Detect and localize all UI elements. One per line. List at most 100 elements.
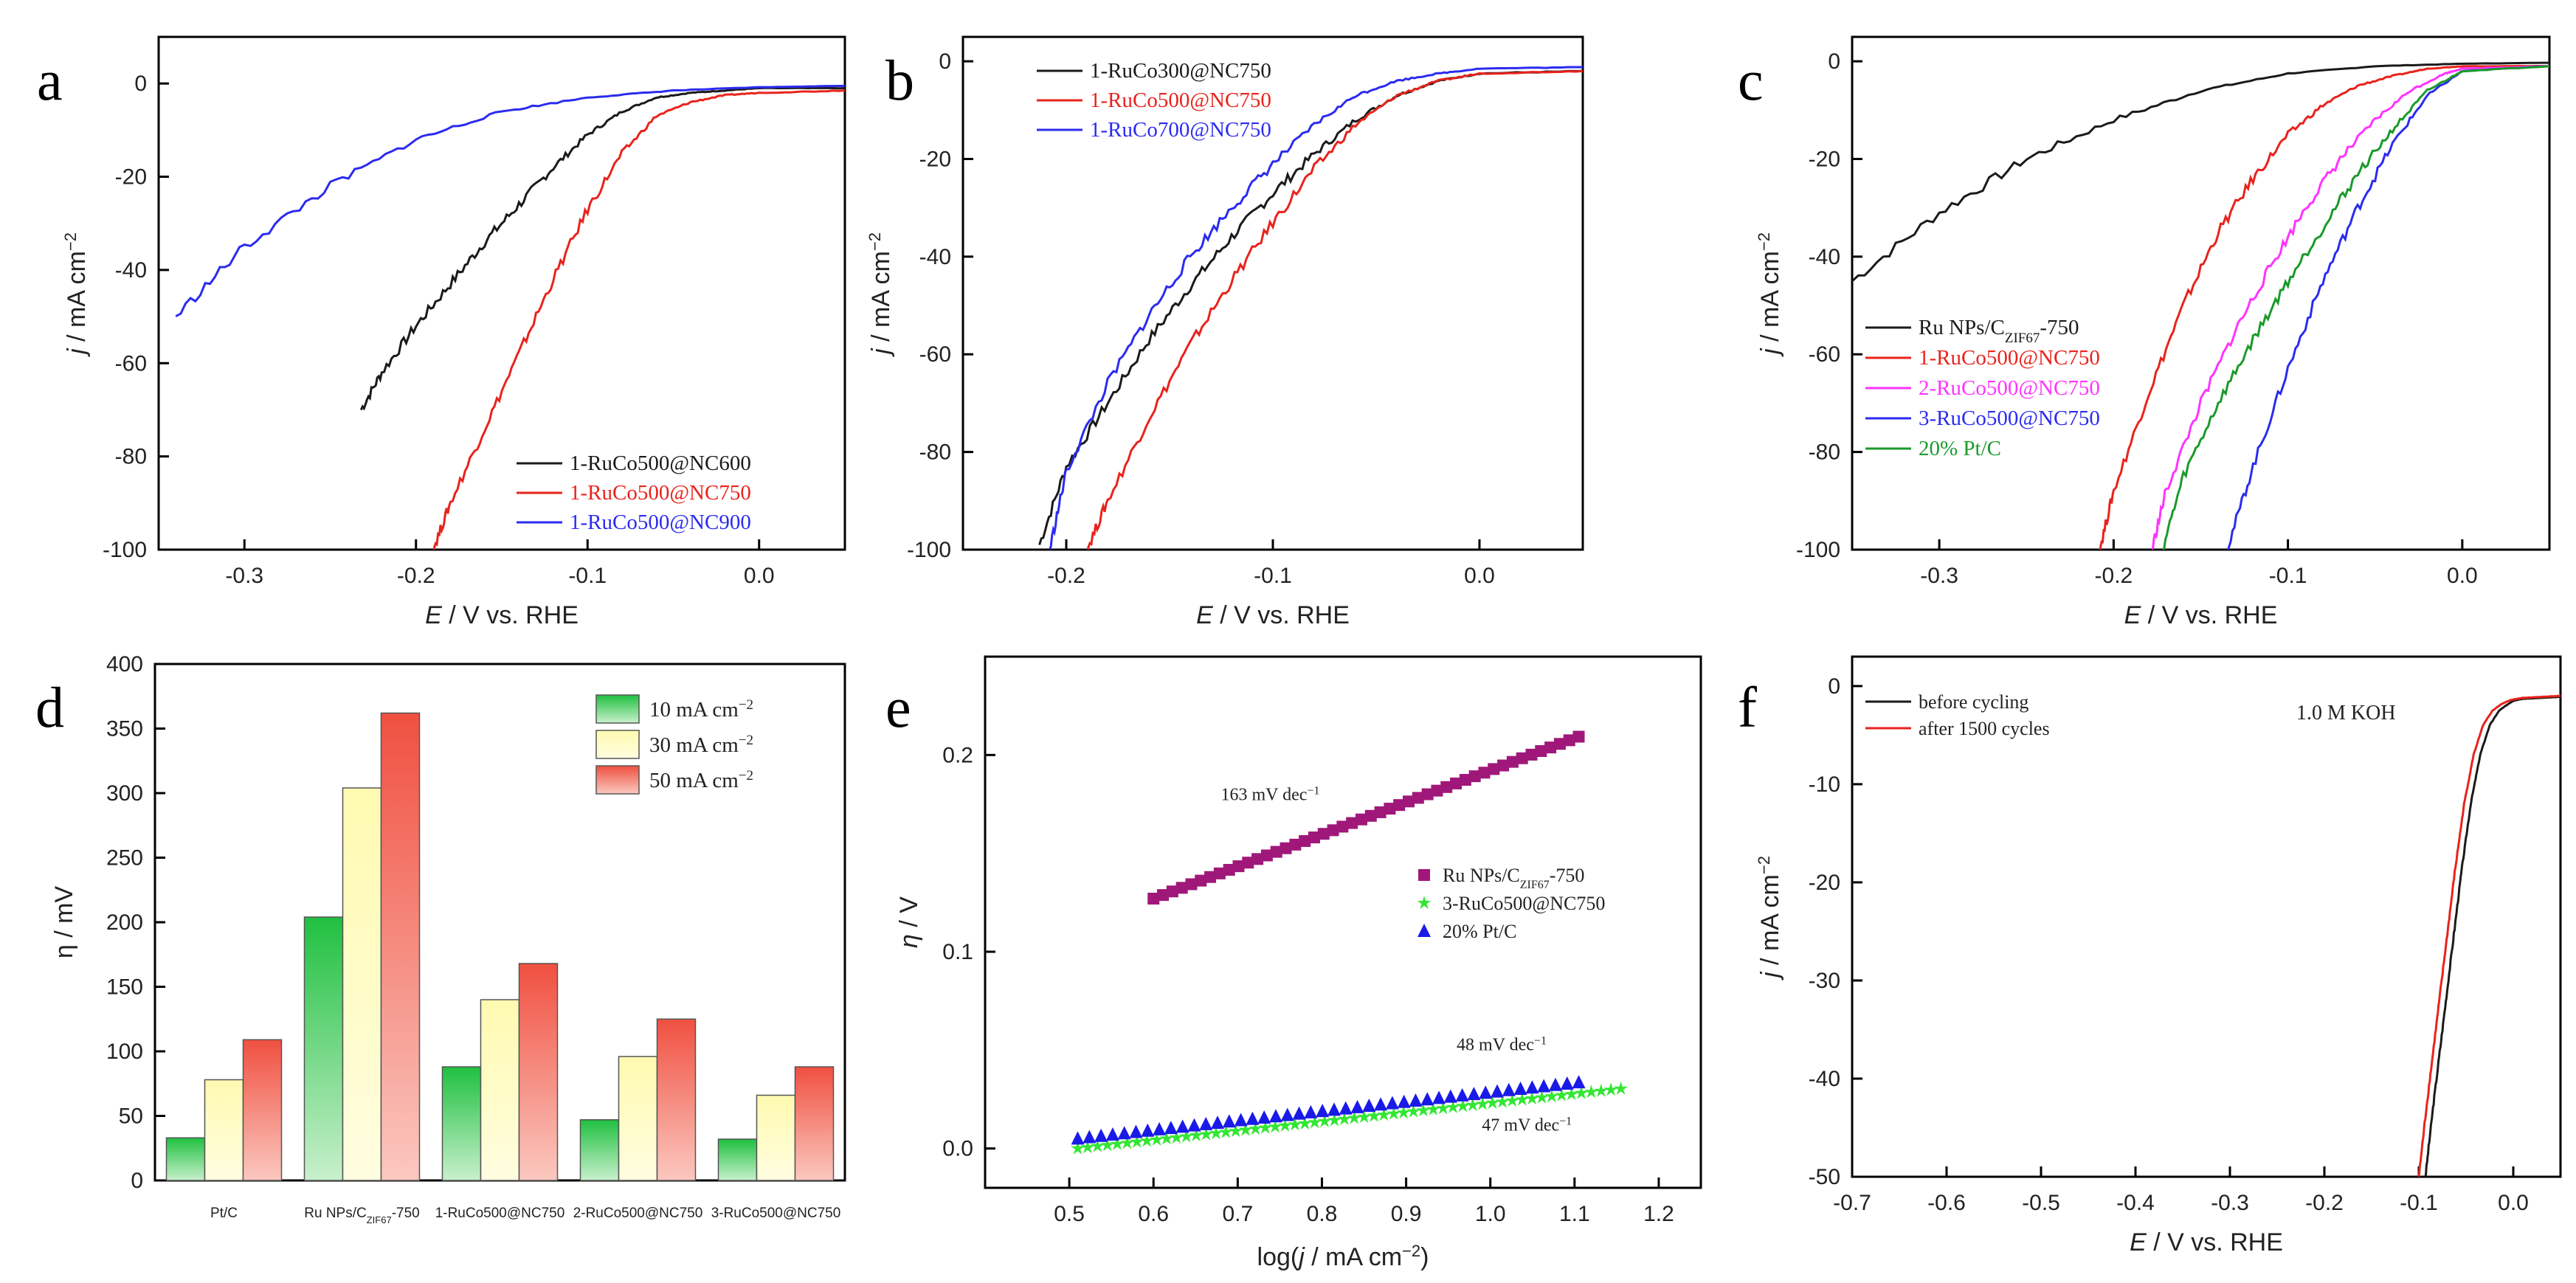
data-point bbox=[1440, 781, 1453, 793]
data-point bbox=[1223, 863, 1235, 876]
data-point bbox=[1614, 1081, 1629, 1095]
panel-e: 0.0 0.1 0.2 0.5 0.6 0.7 0.8 0.9 1.0 1.1 1.2 163 mV … bbox=[885, 655, 1702, 1271]
bar bbox=[717, 1138, 758, 1181]
y-tick-label: -80 bbox=[115, 445, 147, 469]
y-axis-label: η / mV bbox=[50, 886, 78, 959]
legend-entry: 2-RuCo500@NC750 bbox=[1919, 376, 2100, 400]
y-tick-label: 0 bbox=[1828, 49, 1840, 74]
data-point bbox=[1213, 867, 1226, 879]
data-point bbox=[1485, 1095, 1500, 1109]
y-tick-label: -60 bbox=[115, 351, 147, 376]
category-label: 1-RuCo500@NC750 bbox=[435, 1206, 565, 1221]
data-point bbox=[1417, 896, 1432, 910]
bar bbox=[204, 1079, 244, 1181]
y-tick-label: 0 bbox=[134, 72, 147, 96]
legend-swatch bbox=[595, 730, 640, 759]
data-point bbox=[1117, 1126, 1131, 1140]
plot-frame bbox=[961, 35, 1584, 551]
data-point bbox=[1105, 1127, 1119, 1141]
x-axis-label: E / V vs. RHE bbox=[425, 601, 579, 629]
x-tick-label: -0.1 bbox=[2269, 564, 2307, 588]
x-tick-label: -0.2 bbox=[1047, 564, 1085, 588]
data-point bbox=[1071, 1141, 1085, 1155]
y-tick-label: 400 bbox=[106, 652, 143, 677]
data-point bbox=[1564, 1087, 1579, 1101]
data-point bbox=[1603, 1082, 1618, 1096]
data-point bbox=[1432, 1090, 1446, 1104]
panel-f: 0 -10 -20 -30 -40 -50-0.7 -0.6 -0.5 -0.4 -0.3 -0.2… bbox=[1738, 655, 2562, 1256]
data-point bbox=[1497, 759, 1510, 772]
data-point bbox=[1409, 1093, 1423, 1107]
data-point bbox=[1327, 1113, 1341, 1127]
data-point bbox=[1327, 824, 1339, 837]
series-group bbox=[175, 84, 845, 550]
y-tick-label: -10 bbox=[1809, 772, 1840, 797]
x-axis-label: E / V vs. RHE bbox=[1196, 601, 1350, 629]
y-tick-label: 250 bbox=[106, 846, 143, 871]
data-point bbox=[1289, 838, 1302, 851]
data-point bbox=[1246, 1111, 1260, 1125]
data-point bbox=[1384, 803, 1396, 815]
data-point bbox=[1317, 828, 1330, 840]
y-tick-label: -20 bbox=[1809, 147, 1840, 171]
data-point bbox=[1199, 1116, 1213, 1130]
y-tick-label: -60 bbox=[1809, 342, 1840, 367]
data-point bbox=[1406, 1104, 1421, 1118]
y-tick-label: -20 bbox=[115, 165, 147, 190]
data-point bbox=[1280, 1107, 1294, 1121]
data-point bbox=[1185, 878, 1198, 891]
data-point bbox=[1525, 1080, 1539, 1094]
legend-entry: 20% Pt/C bbox=[1919, 437, 2001, 460]
series-group bbox=[2417, 694, 2561, 1177]
y-tick-label: -100 bbox=[103, 538, 147, 562]
bar bbox=[794, 1066, 835, 1181]
x-tick-label: -0.2 bbox=[2305, 1191, 2344, 1215]
series-line bbox=[2151, 65, 2549, 550]
data-point bbox=[1396, 1105, 1411, 1119]
data-point bbox=[1364, 809, 1377, 822]
data-point bbox=[1355, 813, 1367, 826]
data-point bbox=[1242, 857, 1254, 869]
data-point bbox=[1110, 1136, 1125, 1150]
x-tick-label: 0.0 bbox=[744, 564, 775, 588]
legend-entry: after 1500 cycles bbox=[1919, 718, 2050, 739]
data-point bbox=[1141, 1123, 1155, 1137]
y-tick-label: -40 bbox=[1809, 245, 1840, 269]
y-axis-label: η / V bbox=[895, 896, 923, 948]
data-point bbox=[1150, 1132, 1164, 1146]
panel-label: d bbox=[35, 675, 64, 739]
data-point bbox=[1479, 1085, 1493, 1099]
y-tick-label: 0 bbox=[939, 49, 951, 74]
data-point bbox=[1211, 1116, 1225, 1130]
x-tick-label: 1.0 bbox=[1475, 1202, 1506, 1226]
data-point bbox=[1209, 1126, 1223, 1140]
bar bbox=[579, 1119, 620, 1181]
data-point bbox=[1232, 860, 1245, 873]
y-tick-label: -30 bbox=[1809, 969, 1840, 993]
data-point bbox=[1374, 806, 1387, 818]
data-point bbox=[1506, 755, 1519, 768]
x-tick-label: -0.4 bbox=[2116, 1191, 2155, 1215]
data-point bbox=[1270, 845, 1282, 858]
data-point bbox=[1164, 1121, 1178, 1135]
data-point bbox=[1222, 1114, 1236, 1128]
legend-entry: Ru NPs/CZIF67-750 bbox=[1443, 865, 1584, 891]
y-tick-label: 300 bbox=[106, 781, 143, 806]
x-tick-label: -0.2 bbox=[397, 564, 435, 588]
panel-a: 0 -20 -40 -60 -80 -100 -0.3 -0.2 -0.1 0.0 j / mA c… bbox=[37, 35, 846, 629]
data-point bbox=[1572, 1075, 1586, 1089]
panel-label: f bbox=[1738, 675, 1757, 739]
y-tick-label: -50 bbox=[1809, 1165, 1840, 1189]
data-point bbox=[1554, 1087, 1569, 1102]
series-line bbox=[2424, 696, 2561, 1177]
series-line bbox=[2099, 64, 2549, 550]
legend-entry: 1-RuCo700@NC750 bbox=[1090, 118, 1271, 142]
series-line bbox=[359, 86, 845, 411]
plot-frame bbox=[984, 655, 1702, 1189]
plot-frame bbox=[1851, 655, 2562, 1178]
x-tick-label: -0.3 bbox=[2211, 1191, 2249, 1215]
series-line bbox=[175, 84, 845, 318]
y-tick-label: -40 bbox=[919, 245, 951, 269]
series-group bbox=[1038, 66, 1583, 550]
y-tick-label: -20 bbox=[1809, 871, 1840, 895]
